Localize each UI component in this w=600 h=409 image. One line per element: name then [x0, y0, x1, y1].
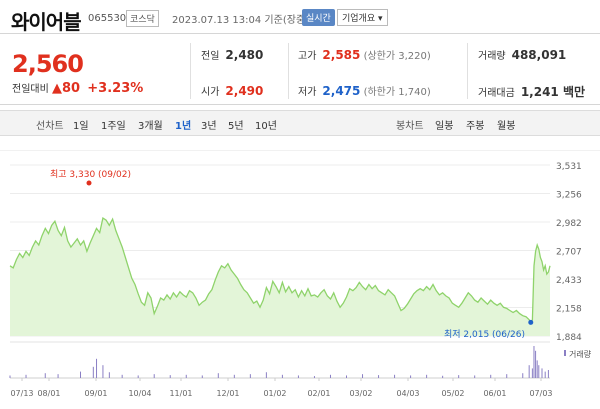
stock-name: 와이어블: [11, 10, 82, 34]
price-chart: 3,531 3,256 2,982 2,707 2,433 2,158 1,884 최고 3,…: [0, 150, 600, 398]
y-tick-label: 2,433: [556, 276, 582, 286]
market-badge: 코스닥: [126, 10, 159, 27]
x-tick-label: 02/01: [307, 389, 330, 398]
divider: [467, 43, 468, 99]
change-percent: +3.23%: [87, 81, 144, 96]
company-info-dropdown[interactable]: 기업개요 ▾: [337, 9, 388, 26]
stock-code: 065530: [88, 13, 127, 24]
low-label: 저가: [298, 87, 317, 98]
high-marker: [86, 180, 92, 186]
low-annotation: 최저 2,015 (06/26): [444, 329, 525, 340]
chevron-down-icon: ▾: [378, 14, 383, 24]
lower-limit: (하한가 1,740): [363, 87, 431, 98]
low-price: 저가 2,475 (하한가 1,740): [298, 83, 431, 98]
candle-monthly[interactable]: 월봉: [497, 121, 516, 132]
amount-label: 거래대금: [478, 88, 515, 99]
high-price: 고가 2,585 (상한가 3,220): [298, 47, 431, 62]
x-tick-label: 05/02: [441, 389, 464, 398]
prev-label: 전일: [201, 51, 220, 62]
x-tick-label: 04/03: [396, 389, 419, 398]
period-1w[interactable]: 1주일: [101, 121, 126, 132]
high-annotation: 최고 3,330 (09/02): [50, 169, 131, 180]
volume-value: 488,091: [511, 48, 567, 62]
divider: [190, 43, 191, 99]
x-tick-label: 09/01: [84, 389, 107, 398]
y-tick-label: 3,256: [556, 191, 582, 201]
period-10y[interactable]: 10년: [255, 121, 277, 132]
prev-value: 2,480: [225, 48, 264, 62]
x-tick-label: 01/02: [263, 389, 286, 398]
upper-limit: (상한가 3,220): [363, 51, 431, 62]
low-value: 2,475: [322, 84, 361, 98]
prev-close: 전일 2,480: [201, 47, 263, 62]
x-tick-label: 03/02: [349, 389, 372, 398]
current-price: 2,560: [12, 50, 84, 78]
volume: 거래량 488,091: [478, 47, 566, 62]
candle-chart-label: 봉차트: [396, 121, 424, 132]
x-tick-label: 10/04: [128, 389, 151, 398]
price-change-row: 전일대비 ▲80 +3.23%: [12, 80, 143, 96]
change-label: 전일대비: [12, 84, 49, 95]
y-tick-label: 1,884: [556, 333, 582, 343]
trade-amount: 거래대금 1,241 백만: [478, 83, 585, 100]
open-value: 2,490: [225, 84, 264, 98]
line-chart-label: 선차트: [36, 121, 64, 132]
x-tick-label: 12/01: [216, 389, 239, 398]
high-value: 2,585: [322, 48, 361, 62]
price-area: [10, 218, 550, 336]
x-tick-label: 07/13: [10, 389, 33, 398]
open-price: 시가 2,490: [201, 83, 263, 98]
x-tick-label: 11/01: [169, 389, 192, 398]
price-line: [9, 217, 551, 324]
y-tick-label: 2,158: [556, 305, 582, 315]
period-3m[interactable]: 3개월: [138, 121, 163, 132]
y-tick-label: 2,707: [556, 248, 582, 258]
low-marker: [528, 319, 534, 325]
amount-value: 1,241 백만: [520, 85, 586, 99]
stock-header: 와이어블 065530 코스닥 2023.07.13 13:04 기준(장중) …: [0, 0, 600, 34]
x-tick-label: 07/03: [529, 389, 552, 398]
y-tick-label: 2,982: [556, 219, 582, 229]
volume-label: 거래량: [569, 349, 592, 359]
candle-weekly[interactable]: 주봉: [466, 121, 485, 132]
period-1d[interactable]: 1일: [73, 121, 89, 132]
x-tick-label: 06/01: [483, 389, 506, 398]
open-label: 시가: [201, 87, 220, 98]
period-3y[interactable]: 3년: [201, 121, 217, 132]
high-label: 고가: [298, 51, 317, 62]
period-toolbar: 선차트 1일 1주일 3개월 1년 3년 5년 10년 봉차트 일봉 주봉 월봉: [0, 110, 600, 136]
realtime-badge[interactable]: 실시간: [302, 9, 335, 26]
period-1y[interactable]: 1년: [175, 121, 192, 132]
volume-legend-icon: [564, 350, 566, 356]
volume-label: 거래량: [478, 51, 506, 62]
x-tick-label: 08/01: [37, 389, 60, 398]
company-info-label: 기업개요: [342, 14, 376, 24]
timestamp: 2023.07.13 13:04 기준(장중): [172, 15, 310, 26]
period-5y[interactable]: 5년: [228, 121, 244, 132]
change-amount: ▲80: [52, 81, 81, 96]
candle-daily[interactable]: 일봉: [435, 121, 454, 132]
y-tick-label: 3,531: [556, 162, 582, 172]
quote-panel: 2,560 전일대비 ▲80 +3.23% 전일 2,480 시가 2,490 고가…: [0, 35, 600, 105]
divider: [288, 43, 289, 99]
